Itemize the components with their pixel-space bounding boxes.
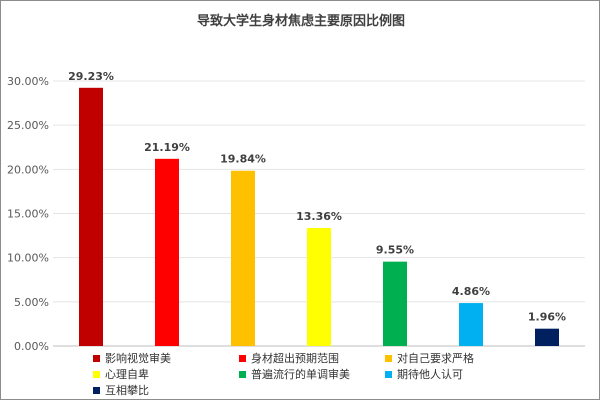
y-axis-ticks: 0.00% 5.00% 10.00% 15.00% 20.00% 25.00% 30.00% [7, 75, 49, 353]
chart-title: 导致大学生身材焦虑主要原因比例图 [196, 14, 405, 29]
legend-label: 心理自卑 [105, 368, 149, 381]
bar [79, 87, 103, 346]
bars [79, 87, 559, 346]
data-label: 1.96% [528, 311, 566, 324]
legend-swatch [385, 354, 392, 362]
y-tick-label: 10.00% [7, 252, 49, 265]
y-tick-label: 20.00% [7, 163, 49, 176]
legend: 影响视觉审美 身材超出预期范围 对自己要求严格心理自卑 普遍流行的单调审美 期待他人认可… [93, 351, 533, 397]
bar [535, 328, 559, 346]
bar [307, 227, 331, 346]
data-label: 9.55% [376, 244, 414, 257]
data-label: 13.36% [296, 210, 342, 223]
legend-swatch [239, 370, 246, 378]
y-tick-label: 15.00% [7, 208, 49, 221]
legend-label: 普遍流行的单调审美 [251, 368, 350, 381]
legend-label: 对自己要求严格 [397, 352, 474, 365]
y-tick-label: 30.00% [7, 75, 49, 88]
y-tick-label: 0.00% [14, 340, 49, 353]
y-tick-label: 25.00% [7, 119, 49, 132]
data-label: 29.23% [68, 70, 114, 83]
legend-item: 普遍流行的单调审美 [239, 367, 385, 381]
bar [155, 158, 179, 346]
legend-swatch [93, 386, 100, 394]
legend-swatch [93, 370, 100, 378]
legend-swatch [239, 354, 246, 362]
legend-item: 期待他人认可 [385, 367, 531, 381]
legend-item: 身材超出预期范围 [239, 351, 385, 365]
data-label: 21.19% [144, 141, 190, 154]
legend-label: 影响视觉审美 [105, 352, 171, 365]
legend-item: 对自己要求严格 [385, 351, 531, 365]
data-label: 19.84% [220, 153, 266, 166]
legend-item: 心理自卑 [93, 367, 239, 381]
legend-item: 互相攀比 [93, 383, 239, 397]
bar [459, 303, 483, 346]
legend-label: 身材超出预期范围 [251, 352, 339, 365]
data-labels: 29.23% 21.19% 19.84% 13.36% 9.55% 4.86% 1.96% [68, 70, 566, 324]
bar [231, 170, 255, 346]
legend-item: 影响视觉审美 [93, 351, 239, 365]
legend-swatch [385, 370, 392, 378]
bar [383, 261, 407, 346]
legend-label: 期待他人认可 [397, 368, 463, 381]
legend-label: 互相攀比 [105, 384, 149, 397]
data-label: 4.86% [452, 285, 490, 298]
y-tick-label: 5.00% [14, 296, 49, 309]
legend-swatch [93, 354, 100, 362]
